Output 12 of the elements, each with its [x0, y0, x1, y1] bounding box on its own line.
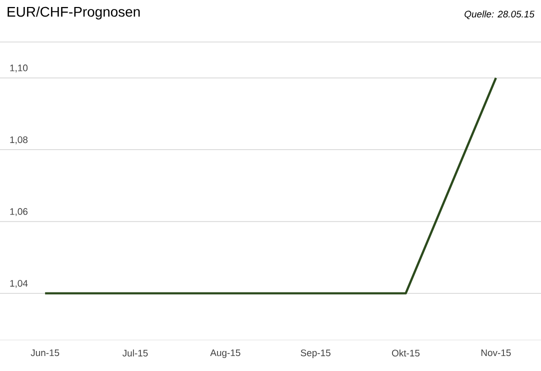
y-tick-label: 1,06 [10, 208, 28, 216]
x-tick-label: Aug-15 [210, 350, 240, 358]
y-tick-label: 1,08 [10, 136, 28, 144]
y-tick-label: 1,04 [10, 280, 28, 288]
x-tick-label: Jun-15 [30, 350, 60, 356]
x-tick-label: Jul-15 [122, 350, 148, 356]
y-tick-label: 1,10 [10, 64, 28, 72]
source-note: Quelle: 28.05.15 [464, 10, 535, 20]
x-tick-label: Okt-15 [392, 350, 420, 356]
chart-title: EUR/CHF-Prognosen [8, 6, 140, 20]
x-tick-label: Nov-15 [481, 350, 511, 356]
x-tick-label: Sep-15 [300, 350, 330, 358]
